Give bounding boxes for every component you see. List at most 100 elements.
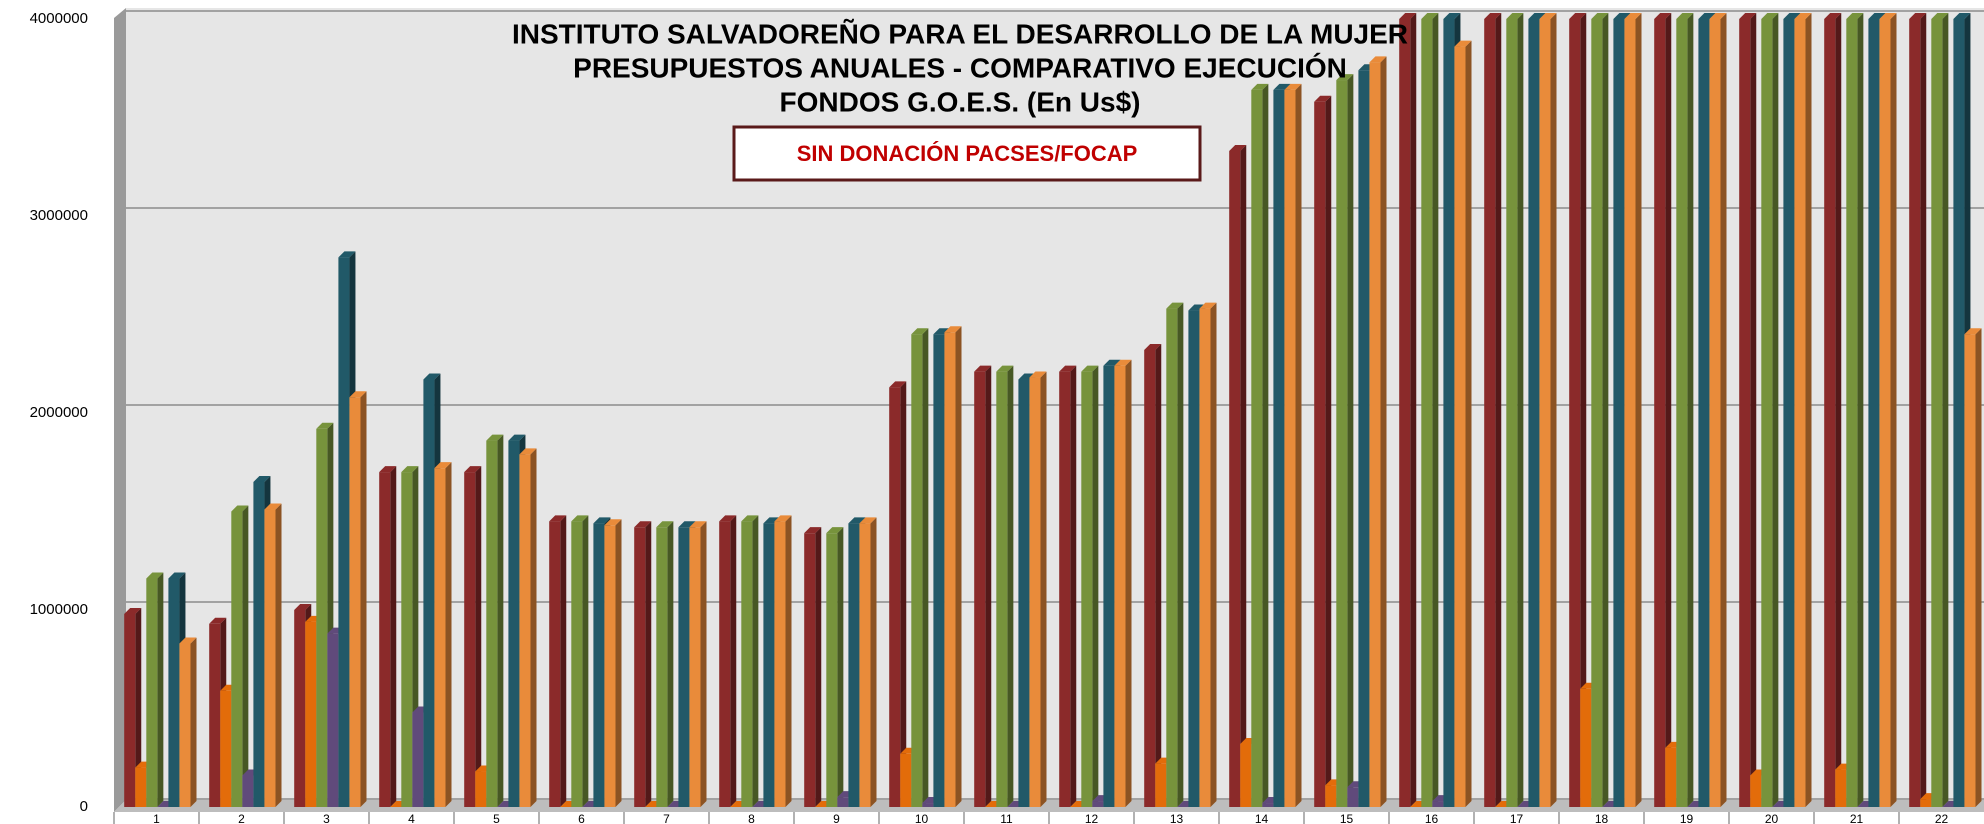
- bar: [1454, 46, 1466, 807]
- bar: [464, 472, 476, 807]
- bar-side: [1920, 13, 1927, 807]
- bar-top: [859, 517, 877, 524]
- bar-side: [275, 503, 282, 807]
- bar-top: [1369, 56, 1387, 63]
- x-tick-label: 18: [1595, 812, 1609, 824]
- bar-top: [678, 521, 696, 528]
- bar: [922, 803, 934, 807]
- bar: [1750, 775, 1762, 807]
- bar: [1284, 89, 1296, 808]
- bar: [933, 334, 945, 807]
- x-tick-label: 21: [1850, 812, 1864, 824]
- x-tick-label: 16: [1425, 812, 1439, 824]
- y-tick-label: 4000000: [30, 10, 88, 27]
- bar: [1421, 19, 1433, 807]
- bar-side: [582, 515, 589, 807]
- bar: [168, 578, 180, 807]
- bar: [1166, 308, 1178, 807]
- bar-top: [1909, 13, 1927, 19]
- bar-side: [955, 326, 962, 807]
- x-tick-label: 11: [1000, 812, 1013, 824]
- chart-title: FONDOS G.O.E.S. (En Us$): [780, 86, 1141, 117]
- bar: [1739, 19, 1751, 807]
- bar-top: [1399, 13, 1417, 19]
- bar: [1029, 377, 1041, 807]
- bar-top: [179, 637, 197, 644]
- bar-side: [1432, 13, 1439, 807]
- bar-top: [889, 381, 907, 388]
- bar: [1273, 89, 1285, 808]
- bar: [1336, 80, 1348, 807]
- bar: [135, 767, 147, 807]
- bar: [508, 440, 520, 807]
- bar-top: [1484, 13, 1502, 19]
- bar-side: [1857, 13, 1864, 807]
- bar-side: [1665, 13, 1672, 807]
- y-tick-label: 2000000: [30, 404, 88, 421]
- bar-top: [264, 503, 282, 510]
- bar: [412, 712, 424, 807]
- bar-top: [604, 519, 622, 526]
- x-tick-label: 14: [1255, 812, 1269, 824]
- bar: [264, 509, 276, 807]
- bar: [1155, 763, 1167, 807]
- bar: [1953, 19, 1965, 807]
- bar: [1783, 19, 1795, 807]
- bar-side: [870, 517, 877, 807]
- bar: [1676, 19, 1688, 807]
- bar-side: [1687, 13, 1694, 807]
- bar: [1931, 19, 1943, 807]
- bar: [911, 334, 923, 807]
- bar-top: [1314, 95, 1332, 102]
- bar: [593, 523, 605, 807]
- bar-side: [730, 515, 737, 807]
- bar-top: [1824, 13, 1842, 19]
- bar-side: [1835, 13, 1842, 807]
- bar: [900, 753, 912, 807]
- bar-side: [242, 505, 249, 807]
- bar: [1920, 799, 1932, 807]
- bar-top: [379, 466, 397, 473]
- bar-top: [434, 462, 452, 469]
- bar: [837, 797, 849, 807]
- bar-top: [146, 572, 164, 579]
- bar: [889, 387, 901, 807]
- bar: [1539, 19, 1551, 807]
- bar-top: [1846, 13, 1864, 19]
- bar: [1835, 769, 1847, 807]
- bar-top: [423, 373, 441, 380]
- bar: [1846, 19, 1858, 807]
- y-tick-label: 3000000: [30, 207, 88, 224]
- bar: [209, 623, 221, 807]
- bar-top: [549, 515, 567, 522]
- bar: [253, 481, 265, 807]
- bar: [1399, 19, 1411, 807]
- bar-side: [1517, 13, 1524, 807]
- bar-top: [1081, 365, 1099, 372]
- bar-top: [1059, 365, 1077, 372]
- bar-top: [1591, 13, 1609, 19]
- bar: [475, 771, 487, 807]
- bar-top: [634, 521, 652, 528]
- bar: [519, 454, 531, 807]
- bar-top: [486, 434, 504, 441]
- bar-side: [1410, 13, 1417, 807]
- bar: [379, 472, 391, 807]
- bar: [1443, 19, 1455, 807]
- bar: [1794, 19, 1806, 807]
- bar: [349, 397, 361, 807]
- bar: [486, 440, 498, 807]
- bar-side: [1125, 359, 1132, 807]
- bar: [423, 379, 435, 807]
- bar: [1613, 19, 1625, 807]
- bar: [859, 523, 871, 807]
- bar: [848, 523, 860, 807]
- bar: [944, 332, 956, 807]
- bar: [1325, 785, 1337, 807]
- bar-side: [1155, 343, 1162, 807]
- bar-top: [124, 607, 142, 614]
- bar-top: [349, 391, 367, 398]
- bar-top: [848, 517, 866, 524]
- bar-top: [996, 365, 1014, 372]
